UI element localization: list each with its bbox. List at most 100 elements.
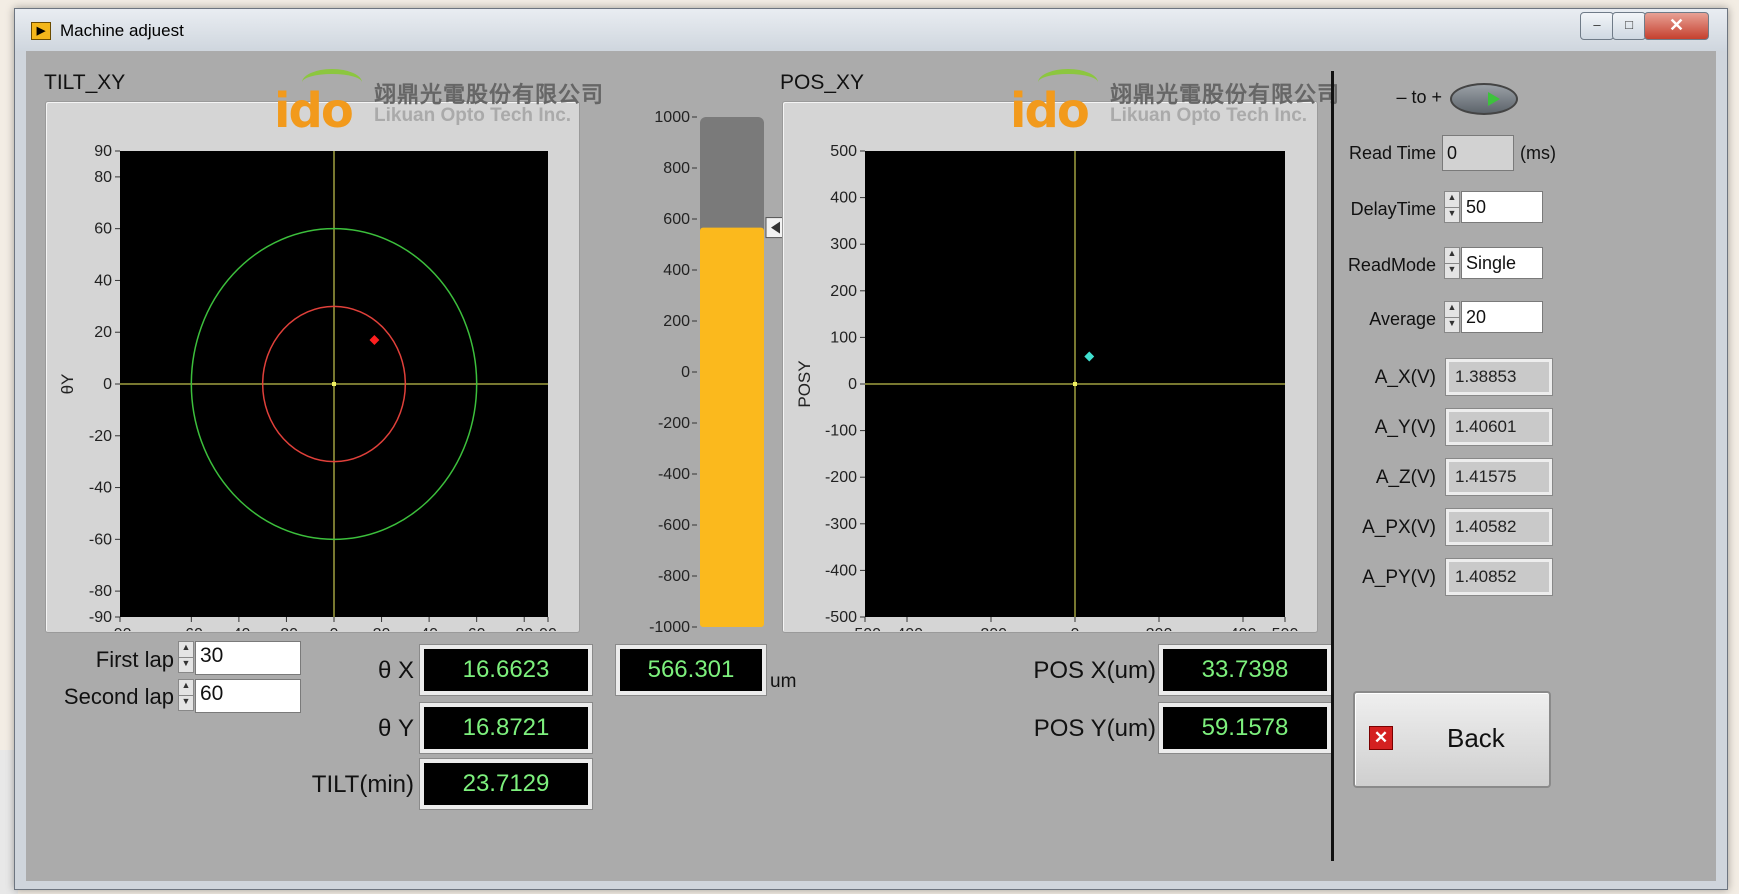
origin-marker: [332, 382, 336, 386]
delay-time-increment[interactable]: ▲: [1444, 191, 1460, 207]
read-mode-label: ReadMode: [1347, 255, 1436, 275]
y-tick-label: 20: [94, 324, 112, 341]
delay-time-decrement[interactable]: ▼: [1444, 207, 1460, 223]
lap-circle-1: [261, 305, 407, 463]
read-mode-decrement[interactable]: ▼: [1444, 263, 1460, 279]
gauge-tick-label: -600: [658, 517, 690, 534]
pos-xy-graph[interactable]: -500 -400 -200 0 200 400 500 500 400 300 200 100 0 -1…: [782, 101, 1316, 631]
logo-english-name: Likuan Opto Tech Inc.: [1110, 105, 1308, 126]
back-button-label: Back: [1447, 723, 1505, 753]
a-z-indicator: 1.41575: [1445, 458, 1553, 496]
z-gauge[interactable]: 1000 800 600 400 200 0 -200 -400 -600 -800 -1000: [604, 103, 804, 643]
logo-chinese-name: 翊鼎光電股份有限公司: [374, 82, 605, 108]
y-tick-label: 100: [830, 329, 857, 346]
origin-marker: [1073, 382, 1077, 386]
x-tick-label: 80: [515, 626, 533, 631]
y-axis-title: POSY: [795, 360, 814, 407]
back-button[interactable]: ✕ Back: [1353, 691, 1551, 788]
read-mode-select[interactable]: Single: [1461, 247, 1543, 279]
a-x-label: A_X(V): [1374, 367, 1436, 388]
gauge-tick-label: 800: [663, 160, 690, 177]
x-tick-label: 0: [1071, 626, 1080, 631]
logo-mark: ido: [274, 83, 354, 139]
company-logo-2: ido 翊鼎光電股份有限公司 Likuan Opto Tech Inc.: [1010, 69, 1370, 139]
x-tick-label: -20: [275, 626, 298, 631]
theta-x-indicator: 16.6623: [419, 644, 593, 696]
read-time-indicator: 0: [1442, 135, 1514, 171]
x-tick-label: -90: [108, 626, 131, 631]
z-unit-label: um: [770, 671, 797, 692]
second-lap-increment[interactable]: ▲: [178, 679, 194, 695]
data-point: [1084, 351, 1095, 362]
gauge-fill: [700, 227, 764, 627]
average-input[interactable]: 20: [1461, 301, 1543, 333]
y-tick-label: -200: [825, 469, 857, 486]
y-tick-label: 60: [94, 221, 112, 238]
theta-x-label: θ X: [377, 657, 414, 684]
gauge-tick-label: 0: [681, 364, 690, 381]
a-px-label: A_PX(V): [1362, 517, 1436, 538]
first-lap-label: First lap: [95, 647, 174, 672]
delay-time-input[interactable]: 50: [1461, 191, 1543, 223]
a-py-label: A_PY(V): [1362, 567, 1436, 588]
x-tick-label: 60: [468, 626, 486, 631]
x-tick-label: -500: [849, 626, 881, 631]
x-tick-label: 20: [373, 626, 391, 631]
gauge-tick-label: 600: [663, 211, 690, 228]
toggle-arrow-icon: [1488, 92, 1500, 106]
a-z-label: A_Z(V): [1375, 467, 1436, 488]
tilt-xy-label: TILT_XY: [44, 71, 126, 94]
tilt-xy-graph[interactable]: -90 -60 -40 -20 0 20 40 60 80 90 90 80 60 40 20 0 -20 -40…: [45, 101, 578, 631]
y-tick-label: -400: [825, 562, 857, 579]
first-lap-input[interactable]: 30: [195, 641, 301, 675]
read-mode-increment[interactable]: ▲: [1444, 247, 1460, 263]
theta-y-indicator: 16.8721: [419, 702, 593, 754]
read-time-label: Read Time: [1348, 143, 1436, 163]
second-lap-input[interactable]: 60: [195, 679, 301, 713]
tilt-label: TILT(min): [311, 771, 414, 798]
x-tick-label: 200: [1146, 626, 1173, 631]
x-tick-label: 0: [330, 626, 339, 631]
direction-toggle[interactable]: [1450, 83, 1518, 115]
gauge-tick-label: -800: [658, 568, 690, 585]
desktop-background: [0, 750, 18, 894]
x-tick-label: 400: [1230, 626, 1257, 631]
window-title: Machine adjuest: [60, 21, 184, 40]
pos-xy-label: POS_XY: [780, 71, 865, 94]
theta-y-label: θ Y: [377, 715, 414, 742]
y-tick-label: 0: [848, 376, 857, 393]
second-lap-label: Second lap: [63, 684, 174, 709]
a-x-indicator: 1.38853: [1445, 358, 1553, 396]
second-lap-decrement[interactable]: ▼: [178, 695, 194, 711]
a-py-indicator: 1.40852: [1445, 558, 1553, 596]
pos-y-indicator: 59.1578: [1158, 702, 1332, 754]
y-tick-label: 40: [94, 272, 112, 289]
pos-y-label: POS Y(um): [1033, 715, 1156, 742]
lap-circle-2: [190, 227, 478, 541]
close-button[interactable]: ✕: [1644, 12, 1709, 40]
read-time-unit: (ms): [1520, 143, 1556, 163]
y-tick-label: 300: [830, 236, 857, 253]
title-bar[interactable]: ▶ Machine adjuest – □ ✕: [15, 9, 1727, 51]
average-label: Average: [1369, 309, 1436, 329]
average-decrement[interactable]: ▼: [1444, 317, 1460, 333]
x-tick-label: 500: [1272, 626, 1299, 631]
maximize-button[interactable]: □: [1612, 12, 1646, 40]
a-px-indicator: 1.40582: [1445, 508, 1553, 546]
y-tick-label: -500: [825, 609, 857, 626]
y-tick-label: 400: [830, 190, 857, 207]
first-lap-decrement[interactable]: ▼: [178, 657, 194, 673]
y-tick-label: -60: [89, 531, 112, 548]
logo-mark: ido: [1010, 83, 1090, 139]
slider-arrow-icon: [771, 221, 780, 234]
y-axis-title: θY: [58, 374, 77, 395]
company-logo: ido 翊鼎光電股份有限公司 Likuan Opto Tech Inc.: [274, 69, 634, 139]
average-increment[interactable]: ▲: [1444, 301, 1460, 317]
minimize-button[interactable]: –: [1580, 12, 1614, 40]
first-lap-increment[interactable]: ▲: [178, 641, 194, 657]
tilt-indicator: 23.7129: [419, 758, 593, 810]
delay-time-label: DelayTime: [1350, 199, 1436, 219]
x-tick-label: 90: [539, 626, 557, 631]
panel-divider: [1331, 71, 1334, 861]
x-tick-label: -400: [891, 626, 923, 631]
